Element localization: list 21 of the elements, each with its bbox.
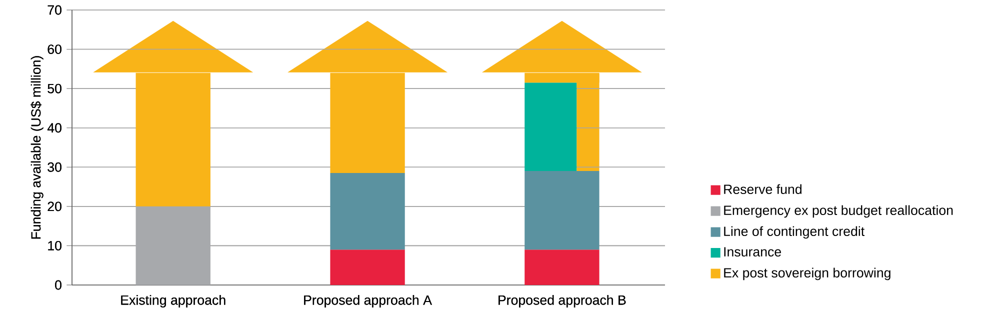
legend-label: Insurance bbox=[724, 247, 781, 257]
x-tick-label: Proposed approach B bbox=[498, 295, 626, 308]
y-tick-label: 30 bbox=[48, 162, 62, 172]
y-tick-label: 0 bbox=[55, 280, 62, 290]
legend-label: Ex post sovereign borrowing bbox=[724, 268, 890, 280]
y-tick-label: 20 bbox=[48, 202, 62, 212]
bar bbox=[524, 171, 600, 250]
bar bbox=[330, 173, 405, 250]
y-tick-label: 70 bbox=[48, 5, 62, 15]
x-tick-label: Existing approach bbox=[121, 295, 226, 308]
y-tick-label: 40 bbox=[47, 123, 62, 133]
x-tick-label: Proposed approach A bbox=[304, 295, 432, 308]
legend-label: Line of contingent credit bbox=[724, 226, 864, 239]
legend-label: Emergency ex post budget reallocation bbox=[724, 205, 953, 218]
y-axis-title: Funding available (US$ million) bbox=[30, 56, 44, 239]
y-tick-label: 10 bbox=[48, 240, 62, 250]
y-tick-label: 60 bbox=[48, 44, 62, 54]
legend-label: Reserve fund bbox=[724, 184, 802, 194]
bar bbox=[330, 250, 405, 285]
y-tick-label: 50 bbox=[48, 84, 62, 94]
bar bbox=[524, 250, 600, 285]
